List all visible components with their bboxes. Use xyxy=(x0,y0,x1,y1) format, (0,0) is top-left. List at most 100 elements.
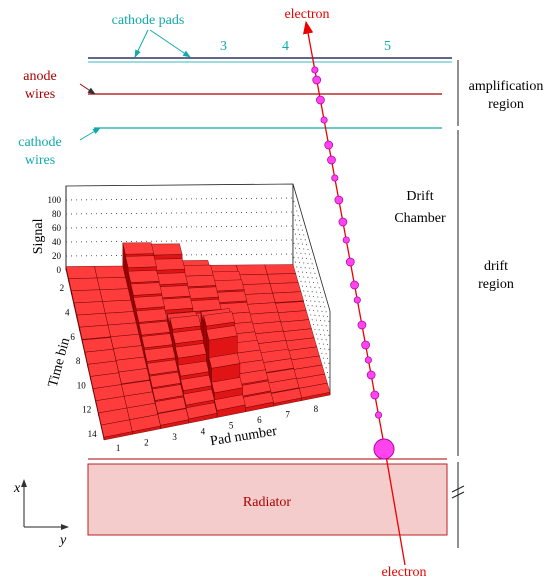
label: cathode pads xyxy=(112,13,185,28)
cluster xyxy=(346,258,354,266)
label: Radiator xyxy=(243,495,292,510)
time-tick-label: 14 xyxy=(88,429,98,439)
time-tick-label: 10 xyxy=(77,380,87,390)
label: amplification xyxy=(469,79,544,94)
z-tick-label: 0 xyxy=(57,265,62,275)
label: region xyxy=(488,97,524,112)
label: electron xyxy=(381,565,426,578)
cluster xyxy=(313,76,321,84)
bar-face xyxy=(102,300,133,313)
bar-face xyxy=(239,274,270,284)
time-tick-label: 2 xyxy=(60,283,65,293)
bar-face xyxy=(265,265,296,275)
axis-label: y xyxy=(58,533,67,548)
bar-face xyxy=(216,291,247,303)
cluster xyxy=(316,96,324,104)
bar-face xyxy=(105,312,136,326)
pad-tick-label: 8 xyxy=(314,404,319,414)
axis-label: Time bin xyxy=(46,336,74,389)
bar-face xyxy=(270,283,301,293)
cluster xyxy=(362,341,370,349)
pad-tick-label: 2 xyxy=(144,438,149,448)
label: anode xyxy=(23,69,56,84)
cluster xyxy=(312,67,318,73)
label: Chamber xyxy=(394,211,446,226)
z-tick-label: 80 xyxy=(52,209,62,219)
bar-face xyxy=(71,290,102,303)
pad-tick-label: 1 xyxy=(116,443,121,453)
bar-face xyxy=(159,285,190,297)
bar-face xyxy=(134,296,165,309)
bar-face xyxy=(97,277,128,289)
axis-label: Pad number xyxy=(209,424,278,449)
diagram: cathode pads 3 4 5 anode wires cathode w… xyxy=(0,0,558,578)
bar-face xyxy=(100,289,131,302)
time-tick-label: 12 xyxy=(82,405,91,415)
bar-face xyxy=(94,266,125,278)
label: wires xyxy=(25,87,55,102)
bar-face xyxy=(236,265,267,275)
bar-face xyxy=(182,265,213,276)
cluster xyxy=(321,117,327,123)
pointer xyxy=(80,128,100,140)
label: cathode xyxy=(18,135,62,150)
bar-face xyxy=(242,284,273,295)
bar-face xyxy=(190,299,221,311)
bar-face xyxy=(128,270,159,282)
bar-face xyxy=(131,283,162,296)
pad-label: 3 xyxy=(220,39,227,54)
bar-face xyxy=(267,274,298,284)
axis-label: Signal xyxy=(31,218,46,254)
label: Drift xyxy=(406,189,433,204)
cluster xyxy=(327,156,335,164)
cluster xyxy=(358,321,366,329)
cluster xyxy=(325,141,333,149)
cluster xyxy=(375,412,381,418)
cluster xyxy=(371,391,379,399)
z-tick-label: 40 xyxy=(52,237,62,247)
pointer xyxy=(150,30,190,57)
z-tick-label: 20 xyxy=(52,251,62,261)
bar-face xyxy=(66,266,97,278)
cluster xyxy=(351,281,359,289)
time-tick-label: 8 xyxy=(76,356,81,366)
z-tick-label: 60 xyxy=(52,223,62,233)
cluster xyxy=(335,196,343,204)
pad-label: 5 xyxy=(384,39,391,54)
bar-face xyxy=(154,259,185,271)
cluster xyxy=(332,175,338,181)
bar-face xyxy=(125,256,156,268)
pad-tick-label: 3 xyxy=(172,432,177,442)
cluster xyxy=(354,297,360,303)
bar-face xyxy=(123,243,154,255)
bar-face xyxy=(151,244,182,255)
label: region xyxy=(478,277,514,292)
label: wires xyxy=(25,153,55,168)
bar-face xyxy=(136,309,167,323)
pointer xyxy=(135,30,148,57)
axis-label: x xyxy=(13,481,21,496)
cluster xyxy=(367,371,375,379)
pad-tick-label: 4 xyxy=(201,426,206,436)
label: electron xyxy=(284,7,329,22)
lego-plot: 020406080100Signal246810121412345678Time… xyxy=(31,184,330,453)
pointer xyxy=(80,84,95,94)
bar-face xyxy=(77,313,108,327)
cluster xyxy=(343,237,349,243)
bar-face xyxy=(185,275,216,287)
bar-face xyxy=(213,280,244,291)
bar-face xyxy=(80,325,111,339)
pad-tick-label: 7 xyxy=(285,409,290,419)
pad-label: 4 xyxy=(282,39,289,54)
z-tick-label: 100 xyxy=(48,195,62,205)
label: drift xyxy=(484,259,508,274)
cluster xyxy=(374,439,394,459)
bar-face xyxy=(157,273,188,285)
pad-tick-label: 6 xyxy=(257,415,262,425)
bar-face xyxy=(188,287,219,299)
bar-face xyxy=(69,278,100,291)
pad-tick-label: 5 xyxy=(229,421,234,431)
cluster xyxy=(339,218,347,226)
bar-face xyxy=(162,297,193,310)
time-tick-label: 4 xyxy=(65,308,70,318)
